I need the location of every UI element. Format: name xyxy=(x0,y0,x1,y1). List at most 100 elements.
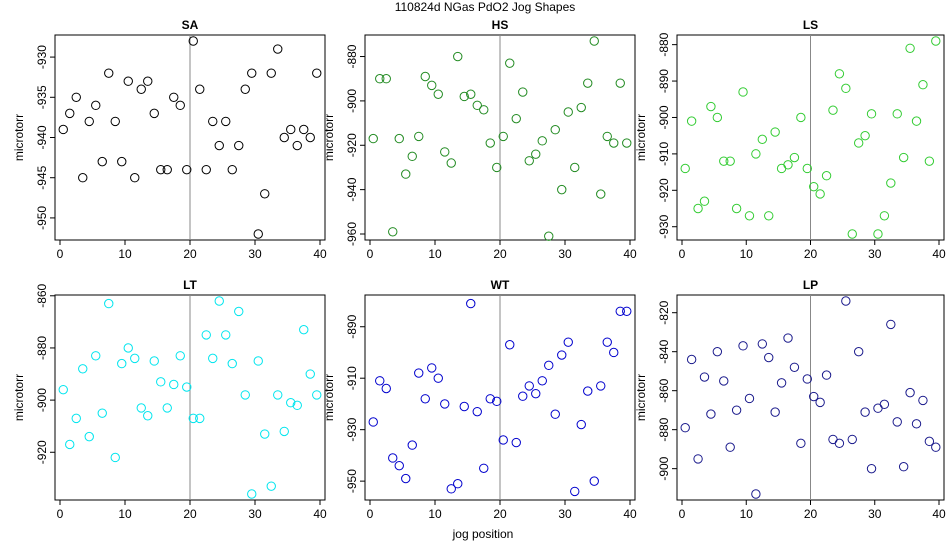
data-point xyxy=(764,211,774,221)
data-point xyxy=(905,387,915,398)
data-point xyxy=(796,112,806,123)
data-point xyxy=(524,381,534,391)
data-point xyxy=(123,76,133,86)
data-point xyxy=(596,381,606,391)
y-axis-label: microtorr xyxy=(12,114,26,161)
y-tick-label: -880 xyxy=(35,336,49,360)
data-point xyxy=(162,403,172,413)
x-tick-label: 10 xyxy=(740,247,754,261)
y-axis-label: microtorr xyxy=(12,374,26,421)
data-point xyxy=(492,162,502,173)
data-point xyxy=(214,140,224,151)
y-tick-label: -930 xyxy=(35,45,49,69)
data-point xyxy=(905,43,915,53)
data-point xyxy=(368,417,378,427)
data-point xyxy=(757,339,768,349)
data-point xyxy=(305,369,315,379)
data-point xyxy=(841,83,851,94)
data-point xyxy=(208,116,218,127)
data-point xyxy=(757,134,768,145)
y-tick-label: -880 xyxy=(657,417,671,441)
y-axis-label: microtorr xyxy=(322,114,336,161)
data-point xyxy=(731,203,742,214)
data-point xyxy=(266,68,276,78)
y-tick-label: -890 xyxy=(657,69,671,93)
x-tick-label: 20 xyxy=(493,507,507,521)
data-point xyxy=(130,173,140,183)
panel-title: LP xyxy=(803,278,818,292)
data-point xyxy=(828,434,838,445)
data-point xyxy=(776,378,787,388)
y-tick-label: -940 xyxy=(35,125,49,149)
data-point xyxy=(479,105,489,115)
data-point xyxy=(123,343,133,353)
x-tick-label: 20 xyxy=(183,507,197,521)
y-axis-label: microtorr xyxy=(634,374,648,421)
data-point xyxy=(789,362,800,372)
data-point xyxy=(751,489,761,499)
panel-title: WT xyxy=(491,278,510,292)
data-point xyxy=(589,36,599,46)
data-point xyxy=(802,374,812,384)
data-point xyxy=(834,69,845,79)
data-point xyxy=(622,306,632,316)
data-point xyxy=(407,151,417,162)
data-point xyxy=(479,463,489,473)
y-tick-label: -930 xyxy=(657,214,671,238)
data-point xyxy=(712,346,723,357)
data-point xyxy=(143,411,153,421)
data-point xyxy=(731,405,742,415)
y-tick-label: -935 xyxy=(35,85,49,109)
data-point xyxy=(744,211,755,221)
panel-sa: SA 0 10 20 30 40 -930 -935 -940 -945 -950 microtorr xyxy=(12,18,327,261)
data-point xyxy=(433,89,443,99)
data-point xyxy=(381,74,391,84)
data-point xyxy=(544,360,554,371)
y-tick-label: -840 xyxy=(657,339,671,363)
data-point xyxy=(873,403,883,413)
data-point xyxy=(485,138,495,148)
data-point xyxy=(130,353,140,364)
data-point xyxy=(273,390,283,400)
x-tick-label: 10 xyxy=(428,247,442,261)
data-point xyxy=(299,324,309,335)
y-tick-label: -820 xyxy=(657,300,671,324)
data-point xyxy=(260,429,270,439)
data-point xyxy=(898,462,909,472)
data-point xyxy=(911,116,922,126)
data-point xyxy=(770,127,780,137)
data-point xyxy=(776,163,787,174)
data-point xyxy=(201,164,211,175)
data-point xyxy=(783,160,793,170)
x-tick-label: 30 xyxy=(248,507,262,521)
x-tick-label: 20 xyxy=(493,247,507,261)
y-tick-label: -860 xyxy=(35,283,49,307)
data-point xyxy=(401,169,411,179)
data-point xyxy=(712,112,723,123)
data-point xyxy=(240,390,250,400)
data-point xyxy=(879,211,890,221)
data-point xyxy=(802,163,812,174)
data-point xyxy=(195,84,205,94)
data-point xyxy=(524,156,534,166)
x-tick-label: 0 xyxy=(679,247,686,261)
data-point xyxy=(195,413,205,424)
x-tick-label: 10 xyxy=(118,507,132,521)
data-point xyxy=(853,138,864,148)
data-point xyxy=(188,413,198,424)
panel-wt: WT 0 10 20 30 40 -890 -910 -930 -950 microtorr xyxy=(322,278,637,521)
data-point xyxy=(208,353,218,364)
data-point xyxy=(602,337,612,347)
data-point xyxy=(286,398,296,408)
data-point xyxy=(699,196,710,206)
data-point xyxy=(368,133,378,144)
y-tick-label: -945 xyxy=(35,165,49,189)
x-tick-label: 20 xyxy=(183,247,197,261)
data-point xyxy=(699,372,710,382)
data-point xyxy=(279,132,289,143)
data-point xyxy=(531,149,541,159)
y-tick-label: -910 xyxy=(345,366,359,390)
data-point xyxy=(498,131,508,142)
data-point xyxy=(240,84,250,94)
x-tick-label: 30 xyxy=(868,247,882,261)
